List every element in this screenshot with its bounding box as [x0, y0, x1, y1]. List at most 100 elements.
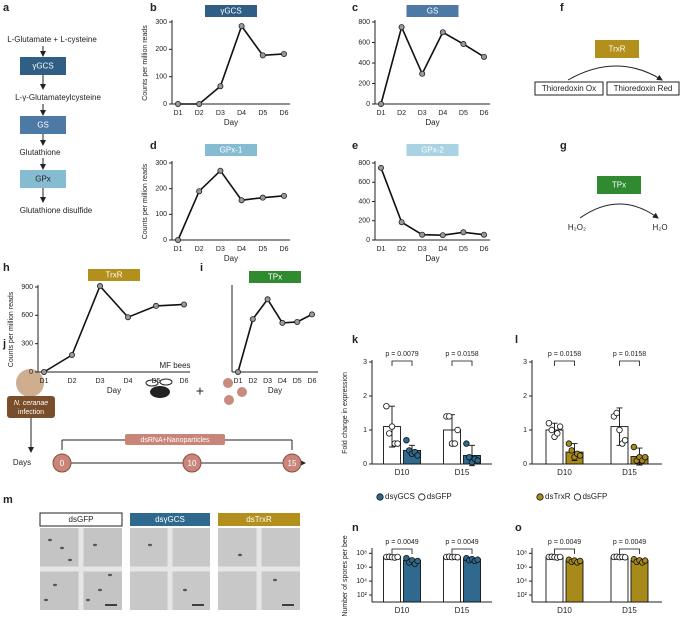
enzyme-box: [20, 116, 66, 134]
panel-letter: b: [150, 2, 157, 14]
data-point: [621, 437, 629, 444]
nanoparticle: [223, 378, 233, 388]
bee-icon: [150, 386, 170, 398]
day-marker: [182, 453, 202, 473]
data-point: [398, 24, 405, 31]
data-point: [545, 420, 553, 427]
data-point: [548, 426, 555, 434]
bar-chart: 10² 10⁴ 10⁶ 10⁸ D10 p = 0.0049 D15 p = 0.0049: [516, 539, 662, 615]
chart-title: TPx: [268, 273, 282, 282]
nanoparticle: [237, 387, 247, 397]
data-line: [177, 169, 285, 241]
data-point: [451, 440, 458, 447]
line-chart: 0 100 200 300 Counts per million reads D1 D2 D3…: [142, 5, 290, 127]
panel-letter: m: [3, 494, 13, 506]
x-tick-label: D4: [438, 110, 447, 117]
data-line: [380, 24, 485, 105]
data-point: [419, 70, 426, 77]
data-line: [178, 24, 285, 105]
panel-letter: h: [3, 262, 10, 274]
x-tick-label: D15: [622, 606, 637, 615]
data-point: [414, 557, 421, 565]
label-box: [218, 513, 300, 526]
substrate: H₂O₂: [568, 223, 586, 232]
data-point: [613, 409, 620, 417]
x-tick-label: D3: [263, 378, 272, 385]
data-point: [234, 368, 241, 375]
substrate-box: [534, 81, 604, 96]
data-point: [463, 440, 470, 447]
x-tick-label: D2: [195, 246, 204, 253]
y-tick-label: 300: [21, 341, 33, 348]
p-value: p = 0.0049: [385, 539, 418, 546]
reaction-diagram: TrxR Thioredoxin Ox Thioredoxin Red: [534, 40, 680, 96]
y-tick-label: 600: [21, 312, 33, 319]
reaction-diagram: TPx H₂O₂ H₂O: [568, 176, 668, 232]
bar: [383, 556, 401, 603]
x-tick-label: D6: [280, 110, 289, 117]
significance-bracket: [554, 360, 575, 366]
image-label: dsGFP: [69, 515, 94, 524]
enzyme: TrxR: [608, 45, 625, 54]
data-point: [97, 283, 104, 290]
x-tick-label: D2: [397, 246, 406, 253]
y-tick-label: 300: [155, 19, 167, 26]
significance-bracket: [451, 360, 473, 366]
y-axis-label: Counts per million reads: [142, 25, 149, 101]
micrograph: [130, 528, 210, 610]
y-axis-label: Number of spores per bee: [342, 535, 349, 616]
panel-letter: j: [2, 338, 6, 350]
bar-chart: 10² 10⁴ 10⁶ 10⁸ Number of spores per bee D10 p…: [342, 535, 492, 617]
micrographs: dsGFP dsγGCS dsTrxR: [39, 512, 300, 610]
line-chart: D1 D2 D3 D4 D5 D6 Day TPx: [231, 271, 318, 395]
label-box: [39, 512, 123, 527]
y-tick-label: 0: [366, 101, 370, 108]
y-tick-label: 10⁸: [356, 550, 367, 557]
image-label: dsTrxR: [246, 515, 272, 524]
y-tick-label: 10⁴: [356, 578, 367, 585]
data-point: [394, 440, 401, 447]
data-point: [419, 231, 426, 238]
data-point: [439, 232, 446, 239]
panel-letter: o: [515, 522, 522, 534]
product: Glutathione: [20, 148, 61, 157]
data-point: [556, 553, 564, 561]
x-tick-label: D4: [438, 246, 447, 253]
y-tick-label: 900: [21, 284, 33, 291]
title-box: [406, 144, 459, 156]
enzyme-box: [595, 40, 639, 58]
significance-bracket: [619, 548, 640, 554]
x-tick-label: D2: [397, 110, 406, 117]
significance-bracket: [451, 548, 473, 554]
data-point: [125, 314, 132, 321]
y-tick-label: 0: [366, 237, 370, 244]
y-tick-label: 0: [29, 369, 33, 376]
bee-icon: [16, 369, 44, 397]
data-point: [630, 443, 638, 451]
y-tick-label: 600: [358, 179, 370, 186]
x-axis-label: Day: [425, 118, 439, 127]
substrate: L-Glutamate + L-cysteine: [7, 35, 97, 44]
infection-box: [7, 396, 55, 418]
y-tick-label: 10²: [517, 592, 528, 599]
x-tick-label: D3: [418, 246, 427, 253]
p-value: p = 0.0158: [613, 351, 646, 358]
day-marker: [282, 453, 302, 473]
x-tick-label: D4: [237, 246, 246, 253]
x-tick-label: D6: [480, 246, 489, 253]
data-point: [238, 23, 245, 30]
x-axis-label: Day: [107, 386, 121, 395]
data-point: [259, 52, 266, 59]
enzyme-box: [20, 57, 66, 75]
y-axis-label: Fold change in expression: [342, 372, 349, 454]
title-box: [205, 5, 257, 17]
enzyme-box: [20, 170, 66, 188]
bar: [630, 560, 649, 603]
product-box: [606, 81, 680, 96]
data-point: [41, 368, 48, 375]
y-tick-label: 3: [523, 359, 527, 366]
x-tick-label: D5: [459, 110, 468, 117]
y-tick-label: 10⁶: [356, 564, 367, 571]
x-tick-label: D10: [395, 606, 410, 615]
data-point: [621, 554, 629, 561]
